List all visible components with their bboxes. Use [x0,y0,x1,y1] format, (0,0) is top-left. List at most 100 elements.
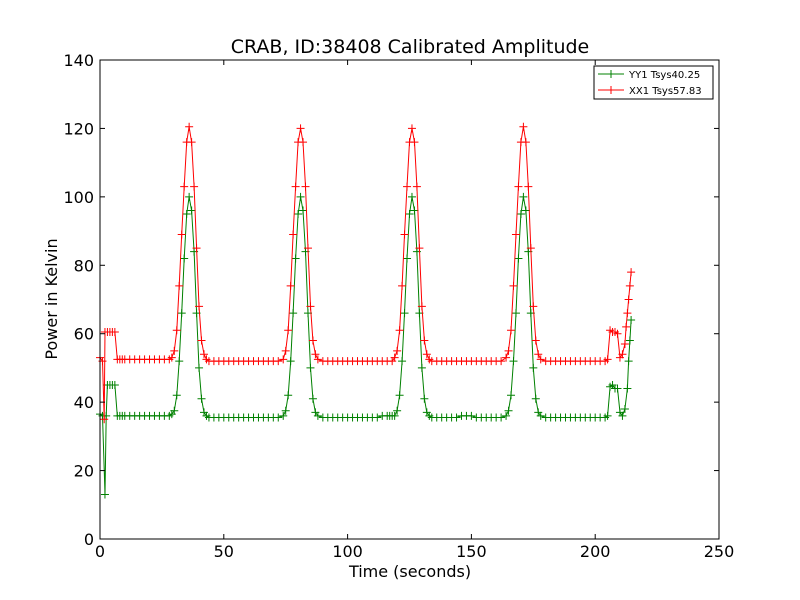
data-point-marker [291,182,300,191]
data-point-marker [412,182,421,191]
data-point-marker [422,350,431,359]
data-point-marker [172,391,181,400]
y-tick-label: 60 [74,325,94,344]
data-point-marker [395,391,404,400]
data-point-marker [197,394,206,403]
data-point-marker [195,363,204,372]
data-point-marker [509,281,518,290]
data-point-marker [373,413,382,422]
data-point-marker [187,138,196,147]
data-point-marker [400,309,409,318]
data-point-marker [274,413,283,422]
data-point-marker [625,281,634,290]
data-point-marker [170,346,179,355]
data-point-marker [603,411,612,420]
y-tick-label: 40 [74,393,94,412]
data-point-marker [627,268,636,277]
data-point-marker [403,254,412,263]
chart-title: CRAB, ID:38408 Calibrated Amplitude [231,36,590,58]
data-point-marker [622,322,631,331]
data-point-marker [110,381,119,390]
plot-area-frame [99,59,720,540]
series-layer [96,122,636,499]
data-point-marker [516,209,525,218]
data-point-marker [167,353,176,362]
data-point-marker [281,346,290,355]
data-point-marker [289,230,298,239]
y-axis-label: Power in Kelvin [42,238,61,359]
data-point-marker [403,182,412,191]
data-point-marker [395,326,404,335]
data-point-marker [284,326,293,335]
data-point-marker [289,309,298,318]
data-point-marker [625,336,634,345]
x-tick-label: 50 [214,542,234,561]
data-point-marker [308,336,317,345]
data-point-marker [286,357,295,366]
y-tick-label: 100 [63,188,94,207]
data-point-marker [521,206,530,215]
data-point-marker [313,355,322,364]
data-point-marker [100,415,109,424]
data-point-marker [398,281,407,290]
data-point-marker [624,295,633,304]
data-point-marker [467,411,476,420]
data-point-marker [311,350,320,359]
data-point-marker [504,346,513,355]
data-point-marker [420,336,429,345]
data-point-marker [514,182,523,191]
data-point-marker [100,490,109,499]
data-point-marker [531,336,540,345]
data-point-marker [279,355,288,364]
legend-marker [607,86,615,94]
data-point-marker [618,350,627,359]
y-tick-label: 140 [63,51,94,70]
data-point-marker [415,244,424,253]
data-point-marker [187,206,196,215]
data-point-marker [452,413,461,422]
data-point-marker [182,209,191,218]
data-point-marker [502,353,511,362]
data-point-marker [303,244,312,253]
data-point-marker [306,302,315,311]
data-point-marker [102,411,111,420]
data-point-marker [497,413,506,422]
data-point-marker [284,391,293,400]
data-point-marker [417,363,426,372]
data-point-marker [410,206,419,215]
data-point-marker [291,254,300,263]
data-point-marker [536,355,545,364]
data-point-marker [623,384,632,393]
data-point-marker [526,244,535,253]
data-point-marker [623,309,632,318]
data-point-marker [603,355,612,364]
data-point-marker [393,406,402,415]
data-point-marker [502,411,511,420]
x-tick-label: 100 [332,542,363,561]
data-point-marker [177,230,186,239]
data-point-marker [197,336,206,345]
data-point-marker [507,391,516,400]
data-point-marker [175,281,184,290]
data-point-marker [504,406,513,415]
data-point-marker [407,124,416,133]
data-point-marker [420,394,429,403]
data-point-marker [110,328,119,337]
data-point-marker [301,182,310,191]
data-point-marker [393,346,402,355]
data-point-marker [410,138,419,147]
legend-label: YY1 Tsys40.25 [628,70,700,81]
data-point-marker [524,182,533,191]
data-point-marker [511,230,520,239]
data-point-marker [294,209,303,218]
data-point-marker [613,384,622,393]
data-point-marker [390,411,399,420]
data-point-marker [417,302,426,311]
data-point-marker [620,404,629,413]
data-point-marker [514,254,523,263]
data-point-marker [529,363,538,372]
data-point-marker [180,254,189,263]
data-point-marker [195,302,204,311]
